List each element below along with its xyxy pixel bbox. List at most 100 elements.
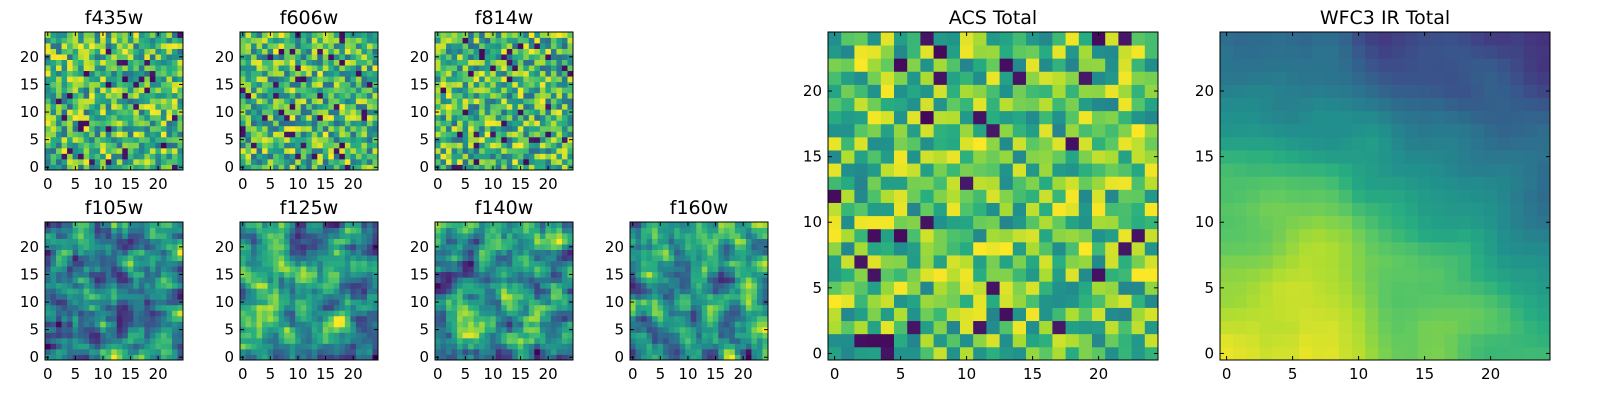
heatmap-cell (512, 125, 519, 132)
heatmap-cell (105, 158, 112, 165)
heatmap-cell (484, 70, 491, 77)
heatmap-cell (762, 315, 769, 322)
heatmap-cell (561, 343, 568, 350)
heatmap-cell (300, 266, 307, 273)
heatmap-cell (50, 222, 57, 228)
heatmap-cell (355, 59, 362, 66)
heatmap-cell (712, 343, 719, 350)
heatmap-cell (322, 238, 329, 245)
heatmap-cell (506, 315, 513, 322)
heatmap-cell (256, 48, 263, 55)
heatmap-cell (149, 299, 156, 306)
x-tick-label: 0 (43, 365, 53, 383)
heatmap-cell (45, 87, 51, 94)
heatmap-cell (440, 120, 447, 127)
heatmap-cell (50, 65, 57, 72)
heatmap-cell (734, 354, 741, 361)
heatmap-cell (50, 282, 57, 289)
heatmap-cell (828, 215, 842, 230)
heatmap-cell (1144, 268, 1159, 282)
heatmap-cell (127, 158, 134, 165)
heatmap-cell (177, 238, 184, 245)
heatmap-cell (56, 114, 62, 121)
heatmap-cell (539, 59, 546, 66)
heatmap-cell (545, 153, 552, 160)
heatmap-cell (690, 227, 697, 234)
heatmap-cell (762, 321, 769, 328)
heatmap-cell (116, 271, 123, 278)
heatmap-cell (149, 304, 156, 311)
heatmap-cell (166, 326, 173, 333)
heatmap-cell (105, 70, 112, 77)
heatmap-cell (451, 92, 458, 99)
heatmap-cell (83, 114, 90, 121)
heatmap-cell (894, 255, 908, 269)
heatmap-cell (372, 65, 379, 72)
heatmap-cell (339, 43, 346, 49)
heatmap-cell (539, 158, 546, 165)
heatmap-cell (333, 310, 340, 317)
heatmap-cell (339, 266, 346, 273)
heatmap-cell (740, 277, 747, 284)
heatmap-cell (539, 32, 546, 38)
y-tick-label: 10 (605, 293, 624, 311)
heatmap-cell (339, 120, 346, 127)
heatmap-cell (273, 227, 280, 234)
heatmap-cell (366, 321, 373, 328)
heatmap-cell (657, 227, 664, 234)
heatmap-cell (83, 222, 90, 228)
heatmap-cell (685, 293, 692, 300)
heatmap-cell (523, 222, 530, 228)
heatmap-cell (751, 304, 758, 311)
heatmap-cell (762, 337, 769, 344)
heatmap-cell (473, 54, 480, 60)
heatmap-cell (534, 131, 541, 138)
heatmap-cell (723, 222, 730, 228)
heatmap-cell (479, 348, 486, 355)
heatmap-cell (166, 142, 173, 149)
heatmap-cell (122, 147, 129, 154)
heatmap-cell (50, 304, 57, 311)
heatmap-cell (734, 277, 741, 284)
heatmap-cell (171, 299, 178, 306)
heatmap-cell (339, 255, 346, 262)
heatmap-cell (94, 32, 101, 38)
heatmap-cell (1039, 228, 1053, 243)
heatmap-cell (344, 354, 351, 361)
heatmap-cell (657, 304, 664, 311)
heatmap-cell (171, 147, 178, 154)
heatmap-cell (339, 354, 346, 361)
heatmap-cell (50, 288, 57, 295)
heatmap-cell (166, 227, 173, 234)
heatmap-cell (245, 153, 252, 160)
heatmap-cell (556, 43, 563, 49)
heatmap-cell (350, 70, 357, 77)
heatmap-cell (999, 320, 1014, 335)
heatmap-cell (718, 222, 725, 228)
heatmap-cell (457, 32, 463, 38)
heatmap-cell (284, 288, 291, 295)
heatmap-cell (171, 98, 178, 105)
heatmap-cell (668, 266, 675, 273)
heatmap-cell (539, 109, 546, 116)
heatmap-cell (920, 202, 934, 217)
heatmap-cell (567, 266, 574, 273)
heatmap-cell (72, 65, 79, 72)
heatmap-cell (446, 98, 452, 105)
heatmap-cell (528, 37, 535, 44)
heatmap-cell (111, 326, 118, 333)
heatmap-cell (306, 92, 313, 99)
heatmap-cell (1092, 333, 1106, 348)
heatmap-cell (1131, 176, 1146, 190)
heatmap-cell (267, 337, 274, 344)
heatmap-cell (111, 249, 118, 256)
heatmap-cell (1065, 215, 1080, 230)
heatmap-cell (523, 59, 530, 66)
heatmap-cell (262, 266, 268, 273)
heatmap-cell (72, 266, 79, 273)
heatmap-cell (652, 348, 658, 355)
heatmap-cell (457, 321, 463, 328)
heatmap-cell (328, 271, 335, 278)
heatmap-cell (166, 131, 173, 138)
heatmap-cell (89, 249, 96, 256)
